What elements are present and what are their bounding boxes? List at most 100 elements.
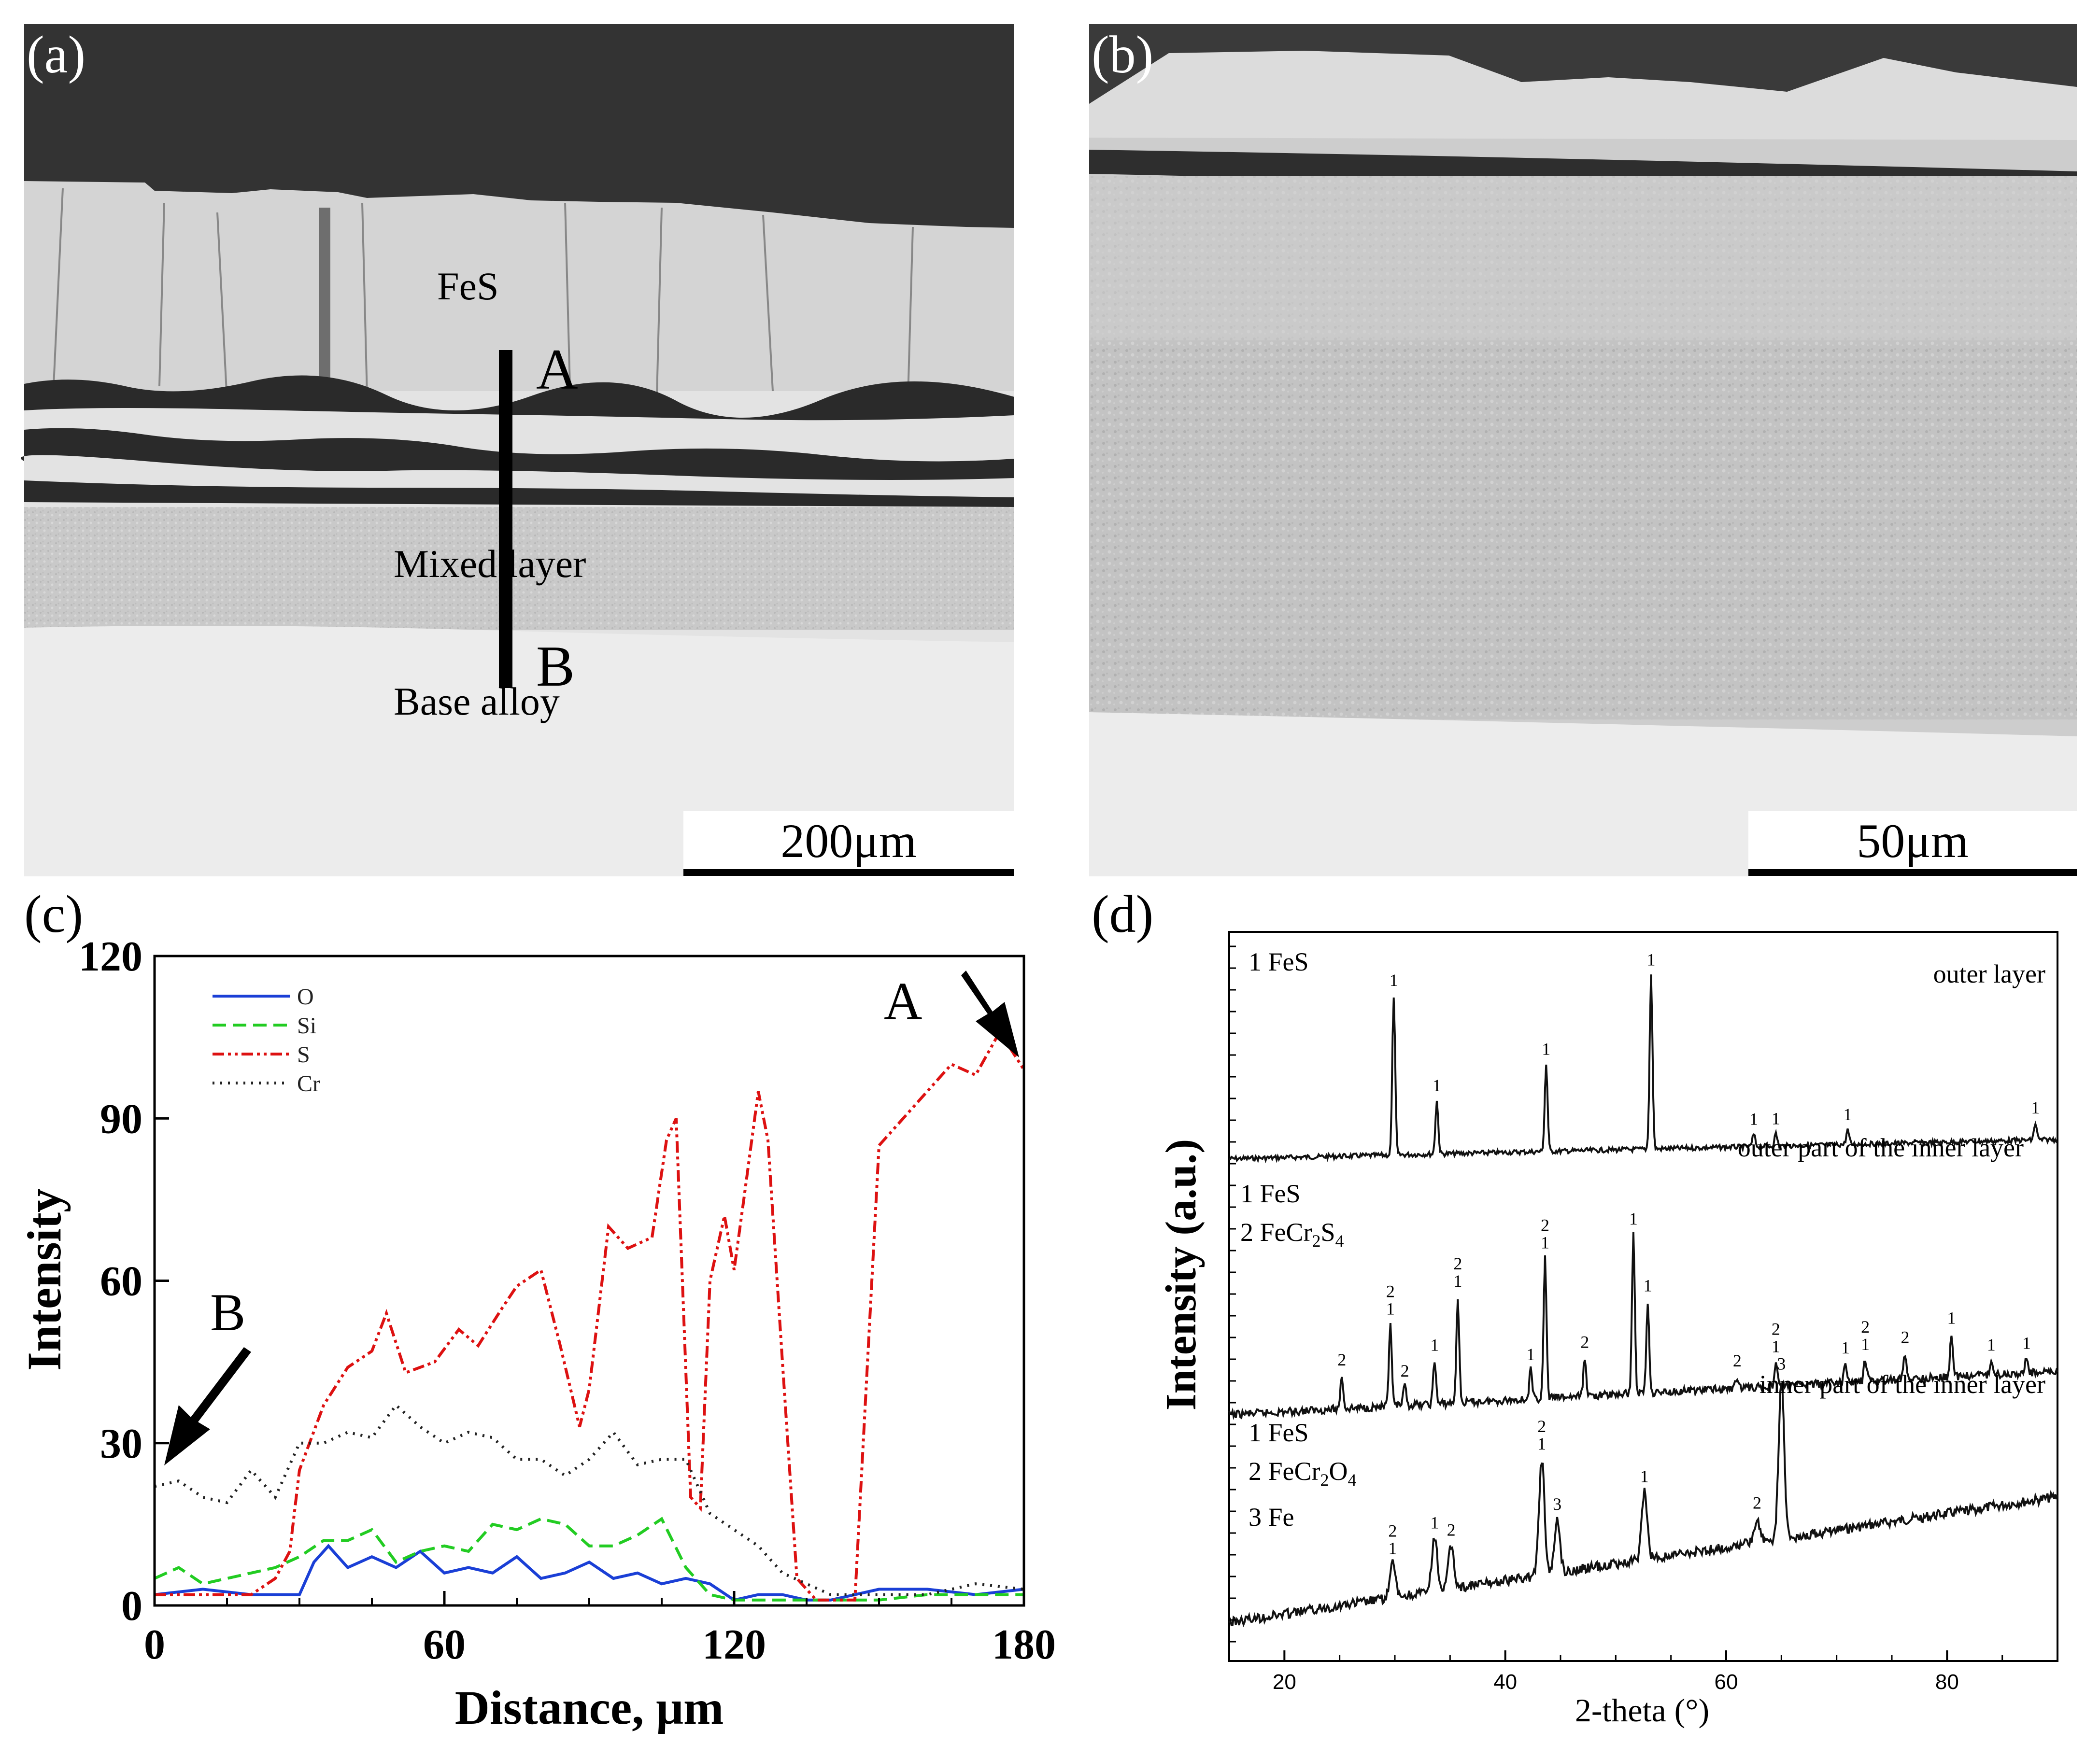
peak-label: 1	[1647, 950, 1656, 970]
panel-a-fes-layer	[24, 181, 1014, 391]
peak-label: 1	[1644, 1276, 1652, 1295]
x-tick-label: 60	[423, 1621, 466, 1668]
panel-b-mixed-upper	[1089, 176, 2077, 340]
series-line-si	[154, 1517, 1024, 1602]
panel-d-header-inner: inner part of the inner layer	[1759, 1370, 2045, 1399]
peak-label: 1	[1453, 1271, 1462, 1291]
peak-label: 2	[1733, 1351, 1742, 1370]
panel-a-label-base: Base alloy	[394, 679, 560, 723]
panel-c-marker-b: B	[210, 1283, 245, 1342]
panel-c-marker-a: A	[884, 971, 922, 1030]
peak-label: 1	[1629, 1209, 1638, 1228]
x-tick-label: 20	[1273, 1670, 1296, 1694]
panel-d-ticks: 20 40 60 80	[1228, 945, 2058, 1694]
y-tick-label: 30	[100, 1421, 142, 1467]
peak-label: 2	[1901, 1328, 1909, 1347]
panel-b-scalebar-label: 50μm	[1857, 814, 1968, 868]
y-tick-label: 0	[121, 1583, 142, 1630]
panel-c: (c) 0 60 120 180 0 30 60 90 120 Distance, μm Int…	[17, 885, 1056, 1734]
peak-label: 2	[1861, 1317, 1870, 1337]
panel-b: (b) 50μm	[1089, 24, 2077, 876]
peak-label: 1	[1388, 1539, 1397, 1558]
series-line-s	[155, 1029, 1025, 1602]
peak-label: 2	[1453, 1254, 1462, 1273]
y-tick-label: 90	[100, 1096, 142, 1142]
legend-label-o: O	[297, 984, 314, 1010]
peak-label: 1	[1390, 971, 1398, 990]
panel-a: (a) FeS A Mixed layer B Base alloy 200μm	[20, 24, 1014, 876]
x-tick-label: 180	[992, 1621, 1056, 1668]
y-tick-label: 60	[100, 1258, 142, 1305]
panel-c-series	[154, 1029, 1025, 1602]
panel-a-grain-cracks	[52, 188, 914, 401]
panel-b-letter: (b)	[1092, 25, 1153, 84]
peak-label: 1	[1640, 1467, 1649, 1486]
peak-label: 1	[1772, 1337, 1780, 1356]
panel-d-legend-inner-1: 1 FeS	[1249, 1418, 1309, 1447]
panel-d-ylabel: Intensity (a.u.)	[1157, 1139, 1205, 1411]
peak-label: 1	[1537, 1434, 1546, 1453]
x-tick-label: 120	[702, 1621, 766, 1668]
panel-d-xlabel: 2-theta (°)	[1575, 1692, 1709, 1729]
panel-a-scalebar-box	[683, 811, 1014, 876]
panel-c-legend: O Si S Cr	[213, 984, 320, 1097]
legend-label-s: S	[297, 1042, 310, 1068]
panel-a-vertical-crack	[319, 208, 330, 386]
panel-c-ylabel: Intensity	[17, 1188, 71, 1371]
peak-label: 1	[1430, 1513, 1439, 1533]
panel-d-legend-inner-3: 3 Fe	[1249, 1503, 1294, 1532]
peak-label: 2	[1772, 1320, 1780, 1339]
xrd-trace-1	[1229, 974, 2058, 1164]
peak-label: 2	[1580, 1332, 1589, 1351]
panel-d-legend-middle-2: 2 FeCr2S4	[1240, 1218, 1344, 1251]
panel-b-scalebar-box	[1748, 811, 2077, 876]
panel-a-scalebar-label: 200μm	[780, 814, 916, 868]
peak-label: 2	[1541, 1216, 1549, 1235]
x-tick-label: 40	[1493, 1670, 1517, 1694]
peak-label: 2	[1447, 1520, 1456, 1539]
panel-d-header-middle: outer part of the inner layer	[1738, 1133, 2024, 1162]
peak-label: 3	[1553, 1494, 1561, 1514]
peak-label: 2	[1401, 1361, 1409, 1380]
y-tick-label: 120	[79, 933, 142, 980]
peak-label: 1	[1541, 1233, 1549, 1252]
legend-label-cr: Cr	[297, 1071, 320, 1097]
panel-a-scalebar	[683, 869, 1014, 876]
peak-label: 1	[1987, 1335, 1996, 1354]
panel-a-marker-b: B	[536, 634, 575, 698]
panel-a-marker-a: A	[536, 337, 578, 401]
peak-label: 1	[1841, 1338, 1850, 1357]
peak-label: 1	[1947, 1309, 1956, 1328]
peak-label: 2	[1337, 1350, 1346, 1369]
peak-label: 1	[1526, 1345, 1535, 1364]
panel-a-mixed-layer	[24, 507, 1014, 630]
panel-c-ticks: 0 60 120 180 0 30 60 90 120	[79, 933, 1056, 1668]
peak-label: 1	[1844, 1105, 1852, 1124]
peak-label: 1	[1386, 1299, 1395, 1318]
panel-a-label-mixed: Mixed layer	[394, 542, 586, 586]
peak-label: 2	[1753, 1493, 1761, 1512]
x-tick-label: 60	[1715, 1670, 1738, 1694]
panel-c-arrow-b	[164, 1347, 251, 1465]
peak-label: 1	[1433, 1076, 1441, 1095]
panel-d-header-outer: outer layer	[1933, 959, 2045, 988]
panel-d-plot-frame	[1228, 931, 2058, 1662]
panel-b-fes-layer	[1089, 51, 2077, 140]
peak-label: 1	[2022, 1333, 2031, 1352]
xrd-trace-2	[1228, 1232, 2058, 1421]
peak-label: 1	[1430, 1336, 1439, 1355]
peak-label: 2	[1388, 1521, 1397, 1541]
panel-a-label-fes: FeS	[437, 264, 499, 308]
peak-label: 1	[1772, 1109, 1780, 1128]
panel-a-marker-line	[499, 350, 512, 688]
panel-d-letter: (d)	[1092, 885, 1153, 943]
panel-d-legend-inner-2: 2 FeCr2O4	[1249, 1457, 1357, 1490]
peak-label: 1	[2031, 1098, 2040, 1117]
panel-b-scalebar	[1748, 869, 2077, 876]
panel-a-void-bands	[20, 375, 1014, 507]
panel-c-plot-frame	[153, 955, 1025, 1607]
series-line-o	[154, 1544, 1024, 1602]
